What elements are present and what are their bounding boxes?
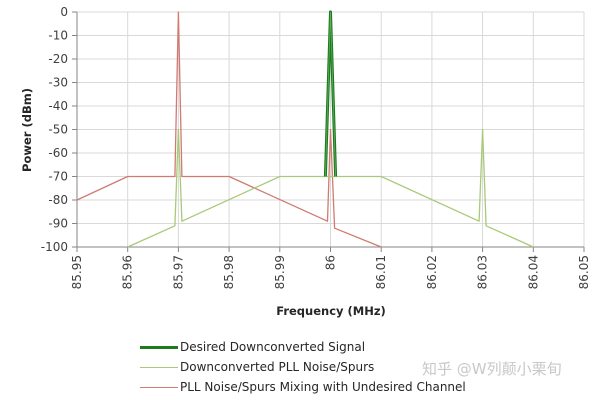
x-tick-label: 85.96: [121, 255, 135, 289]
series-line-2: [76, 11, 382, 248]
series-line-0-inner: [325, 11, 336, 177]
y-tick-label: -90: [48, 217, 68, 231]
y-tick-label: 0: [60, 5, 68, 19]
y-tick-label: -30: [48, 76, 68, 90]
x-tick-label: 86.05: [577, 255, 591, 289]
series-line-1: [127, 128, 534, 248]
x-tick-label: 85.99: [273, 255, 287, 289]
y-tick-label: -20: [48, 52, 68, 66]
y-tick-label: -70: [48, 170, 68, 184]
legend-swatch-desired: [140, 345, 178, 349]
y-tick-label: -80: [48, 193, 68, 207]
legend-item-undesired-mixing: PLL Noise/Spurs Mixing with Undesired Ch…: [140, 377, 466, 397]
x-tick-label: 85.98: [222, 255, 236, 289]
y-tick-label: -40: [48, 99, 68, 113]
legend-swatch-undesired-mixing: [140, 386, 178, 388]
y-tick-label: -10: [48, 29, 68, 43]
y-tick-label: -50: [48, 123, 68, 137]
y-tick-label: -60: [48, 146, 68, 160]
x-tick-label: 86.02: [425, 255, 439, 289]
legend-item-desired: Desired Downconverted Signal: [140, 337, 466, 357]
watermark: 知乎 @W列颠小栗旬: [422, 360, 562, 378]
series-layer: [76, 10, 534, 248]
legend-label-undesired-mixing: PLL Noise/Spurs Mixing with Undesired Ch…: [180, 380, 466, 394]
y-tick-label: -100: [41, 240, 68, 254]
legend-label-pll-noise: Downconverted PLL Noise/Spurs: [180, 360, 375, 374]
axes: [72, 11, 585, 252]
legend-swatch-pll-noise: [140, 366, 178, 368]
x-axis-title: Frequency (MHz): [276, 304, 386, 318]
legend-item-pll-noise: Downconverted PLL Noise/Spurs: [140, 357, 466, 377]
x-tick-label: 86.04: [526, 255, 540, 289]
x-tick-label: 85.95: [70, 255, 84, 289]
x-tick-label: 86.03: [476, 255, 490, 289]
x-tick-label: 86: [324, 255, 338, 270]
legend: Desired Downconverted Signal Downconvert…: [140, 337, 466, 397]
legend-label-desired: Desired Downconverted Signal: [180, 340, 366, 354]
x-tick-label: 86.01: [374, 255, 388, 289]
y-axis-title: Power (dBm): [20, 88, 34, 172]
x-tick-label: 85.97: [171, 255, 185, 289]
